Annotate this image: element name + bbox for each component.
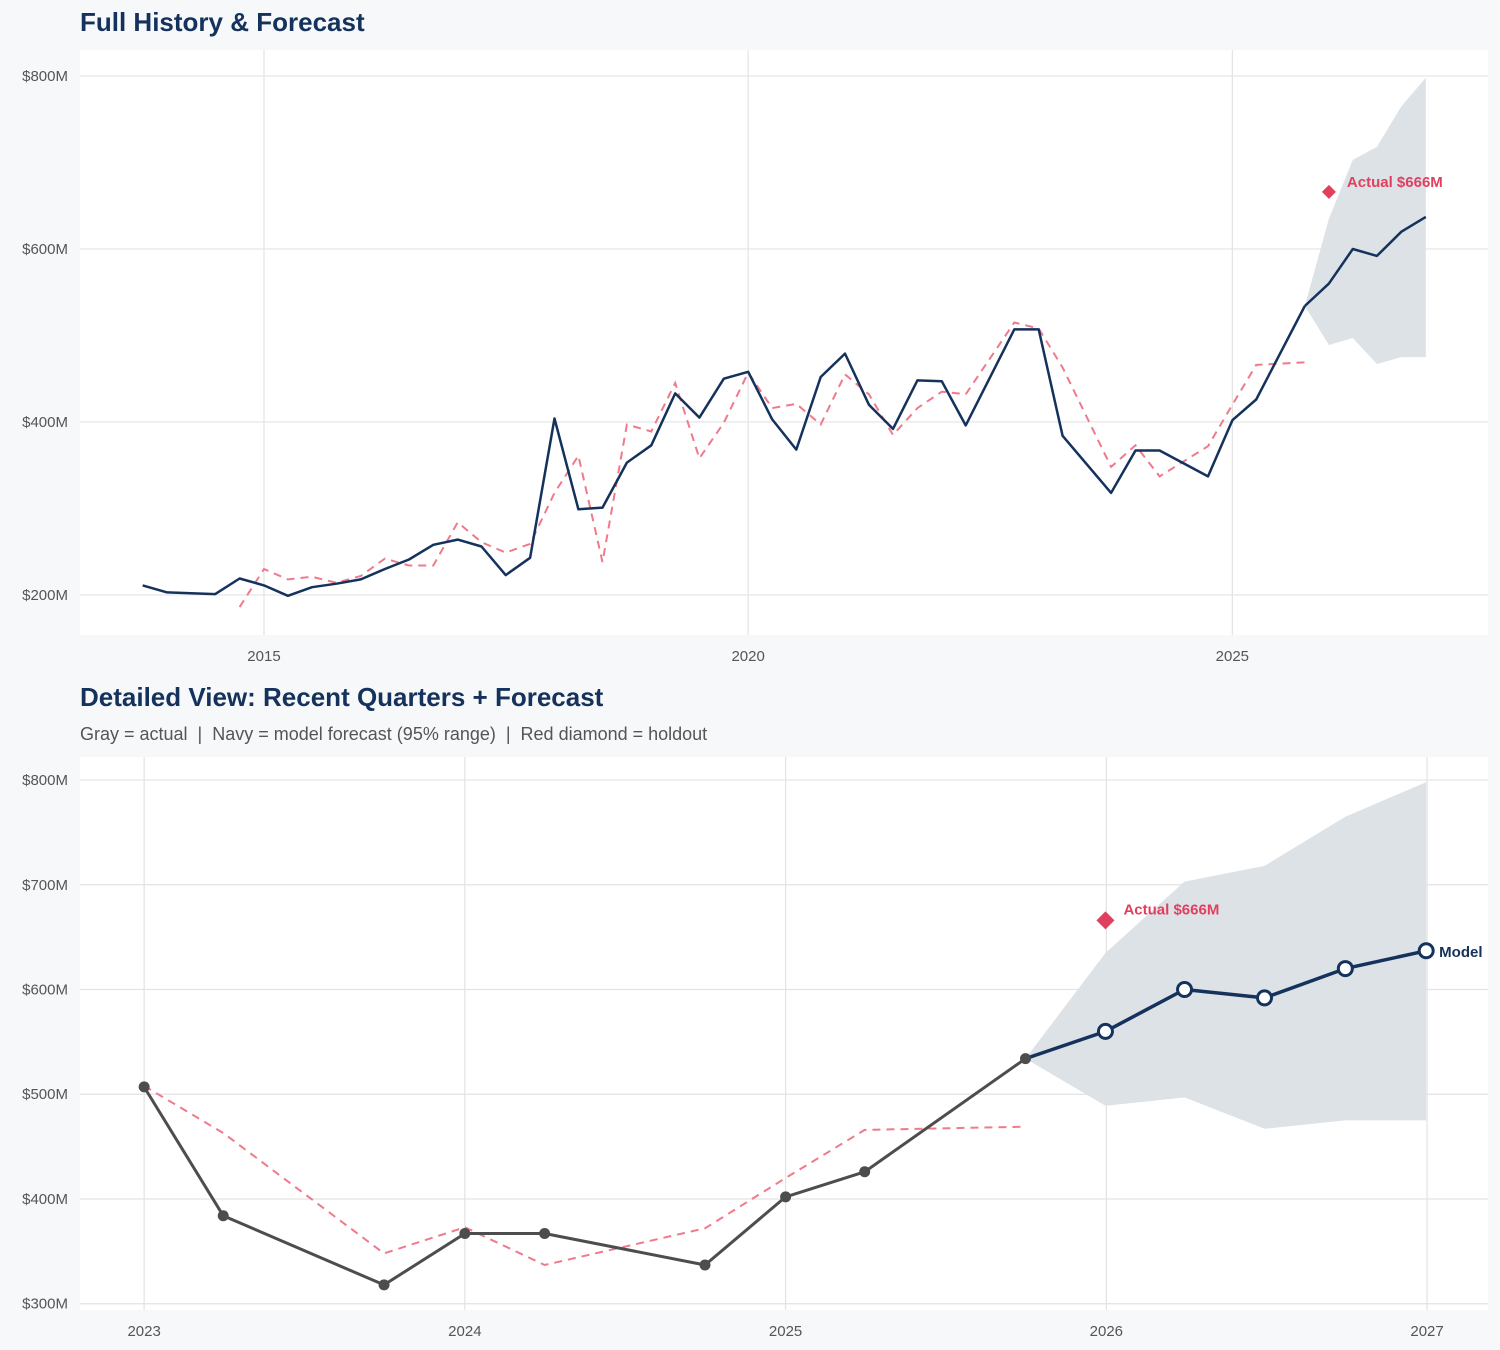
forecast-line [1024, 949, 1427, 1061]
y-tick-label: $500M [22, 1086, 68, 1103]
bottom-chart-title: Detailed View: Recent Quarters + Forecas… [80, 682, 604, 712]
y-tick-label: $600M [22, 982, 68, 999]
actual-point [699, 1259, 711, 1271]
x-tick-label: 2024 [448, 1323, 481, 1340]
y-tick-label: $800M [22, 772, 68, 789]
holdout-annotation: Actual $666M [1347, 174, 1443, 191]
actual-point [138, 1081, 150, 1093]
full-history-chart: $200M $400M $600M $800M 2015 2020 2025 Actual $… [22, 50, 1488, 665]
actual-point [459, 1228, 471, 1240]
actual-point [780, 1191, 792, 1203]
model-label: Model [1439, 944, 1482, 961]
actual-point [859, 1166, 871, 1178]
forecast-point [1336, 960, 1354, 978]
x-tick-label: 2020 [731, 648, 764, 665]
y-tick-label: $700M [22, 877, 68, 894]
x-tick-label: 2025 [1216, 648, 1249, 665]
y-tick-label: $300M [22, 1296, 68, 1313]
y-tick-label: $200M [22, 587, 68, 604]
forecast-point [1256, 989, 1274, 1007]
forecast-95-band [1025, 782, 1427, 1129]
detailed-view-chart: $300M $400M $500M $600M $700M $800M 2023 2024 20… [22, 757, 1488, 1340]
actual-point [378, 1279, 390, 1291]
actual-line [142, 305, 1306, 598]
actual-point [539, 1228, 551, 1240]
x-tick-label: 2023 [127, 1323, 160, 1340]
plot-area [80, 50, 1488, 635]
actual-point [217, 1210, 229, 1222]
fitted-line [143, 1085, 1026, 1267]
x-tick-label: 2025 [769, 1323, 802, 1340]
x-tick-label: 2026 [1090, 1323, 1123, 1340]
forecast-point [1417, 942, 1435, 960]
forecast-95-band [1304, 77, 1426, 364]
forecast-point [1176, 981, 1194, 999]
holdout-diamond [1321, 184, 1336, 199]
y-tick-label: $600M [22, 241, 68, 258]
actual-point [1019, 1053, 1031, 1065]
x-tick-label: 2015 [247, 648, 280, 665]
forecast-point [1096, 1022, 1114, 1040]
holdout-diamond [1096, 911, 1115, 930]
forecast-line [1303, 215, 1427, 307]
top-chart-title: Full History & Forecast [80, 7, 365, 37]
y-tick-label: $800M [22, 68, 68, 85]
bottom-chart-subtitle: Gray = actual | Navy = model forecast (9… [80, 724, 707, 744]
holdout-annotation: Actual $666M [1123, 901, 1219, 918]
x-tick-label: 2027 [1410, 1323, 1443, 1340]
y-tick-label: $400M [22, 1191, 68, 1208]
y-tick-label: $400M [22, 414, 68, 431]
